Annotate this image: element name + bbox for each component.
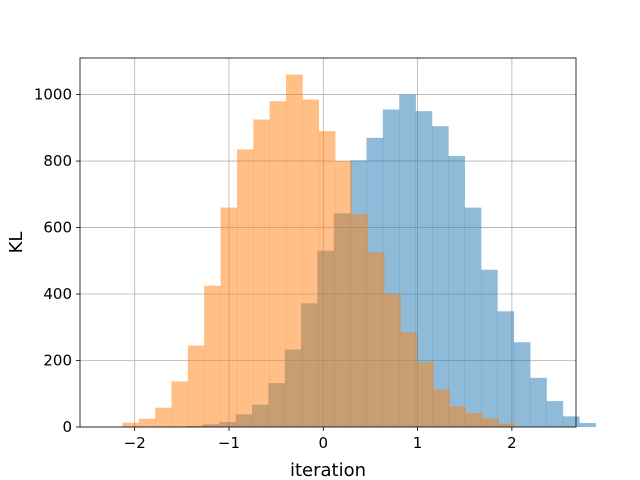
- histogram-bar-series-2: [449, 406, 467, 427]
- y-tick-label: 800: [43, 152, 72, 170]
- histogram-bar-series-2: [187, 345, 205, 427]
- y-tick-label: 1000: [34, 86, 72, 104]
- x-tick-label: 2: [507, 434, 517, 452]
- histogram-bar-series-1: [546, 401, 564, 427]
- histogram-bar-series-1: [562, 416, 580, 427]
- histogram-bar-series-2: [302, 99, 320, 428]
- histogram-bar-series-2: [155, 407, 172, 427]
- histogram-bar-series-2: [122, 422, 140, 427]
- histogram-bar-series-2: [286, 74, 303, 428]
- x-tick-label: −2: [124, 434, 146, 452]
- histogram-bar-series-2: [384, 294, 401, 427]
- x-tick-label: −1: [218, 434, 240, 452]
- x-tick-label: 0: [319, 434, 329, 452]
- y-tick-label: 400: [43, 285, 72, 303]
- y-axis-label: KL: [6, 232, 27, 254]
- histogram-bar-series-1: [497, 311, 515, 427]
- histogram-bar-series-2: [482, 418, 500, 427]
- histogram-bar-series-2: [269, 101, 287, 427]
- histogram-bar-series-2: [498, 423, 516, 427]
- y-tick-label: 600: [43, 219, 72, 237]
- histogram-bar-series-2: [138, 418, 156, 427]
- histogram-bar-series-2: [335, 161, 352, 427]
- x-axis-label: iteration: [290, 460, 366, 480]
- histogram-bar-series-2: [400, 332, 418, 427]
- histogram-bar-series-1: [431, 126, 449, 427]
- histogram-bar-series-2: [433, 389, 450, 427]
- histogram-bar-series-1: [513, 342, 531, 427]
- histogram-bar-series-2: [204, 285, 221, 427]
- histogram-bar-series-2: [367, 252, 385, 427]
- x-tick-label: 1: [413, 434, 423, 452]
- histogram-bar-series-2: [351, 214, 369, 427]
- plot-frame: [79, 57, 577, 428]
- histogram-bar-series-2: [171, 381, 189, 427]
- y-tick-label: 0: [62, 418, 72, 436]
- histogram-bar-series-1: [481, 269, 498, 427]
- histogram-bar-series-1: [579, 423, 596, 427]
- histogram-bar-series-1: [448, 156, 465, 427]
- histogram-bar-series-2: [318, 131, 336, 427]
- histogram-bar-series-1: [415, 111, 433, 428]
- histogram-bar-series-2: [236, 149, 254, 427]
- histogram-bar-series-2: [466, 413, 483, 427]
- y-tick-label: 200: [43, 352, 72, 370]
- histogram-bar-series-2: [220, 207, 238, 427]
- axis-ticks: −2 −1 0 1 2 0 200 400 600 800 1000: [34, 86, 517, 452]
- histogram-bar-series-2: [253, 119, 270, 427]
- histogram-bars: [122, 74, 596, 428]
- histogram-bar-series-2: [416, 362, 434, 427]
- histogram-bar-series-1: [464, 207, 482, 427]
- histogram-bar-series-1: [530, 377, 547, 427]
